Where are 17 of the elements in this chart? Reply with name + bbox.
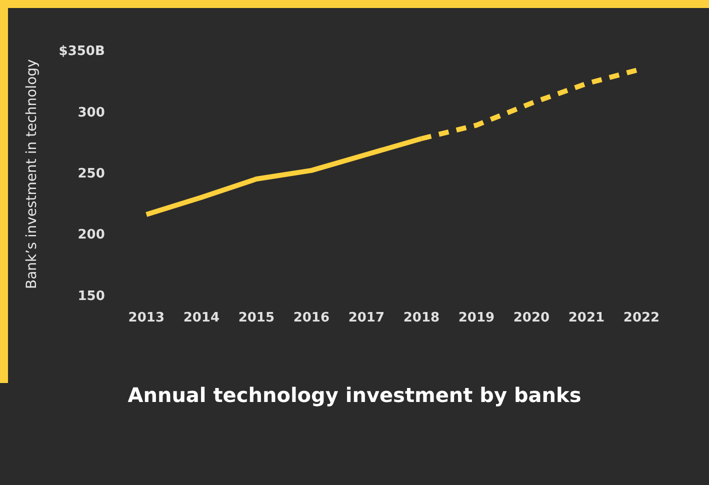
x-tick-label: 2022	[623, 310, 660, 326]
y-tick-label: 200	[78, 228, 105, 243]
y-axis-title: Bank’s investment in technology	[24, 59, 40, 290]
x-tick-label: 2013	[128, 310, 164, 326]
x-tick-label: 2017	[348, 310, 385, 326]
x-tick-label: 2019	[458, 310, 495, 326]
x-tick-label: 2018	[403, 310, 440, 326]
y-tick-label: 250	[78, 166, 105, 182]
x-tick-label: 2021	[568, 310, 605, 326]
y-tick-label: $350B	[58, 44, 105, 60]
x-tick-label: 2014	[183, 310, 220, 326]
y-tick-label: 150	[78, 288, 105, 304]
x-tick-label: 2015	[238, 310, 275, 326]
y-tick-label: 300	[78, 105, 105, 120]
x-tick-label: 2016	[293, 310, 330, 326]
text: Annual technology investment by banks	[126, 383, 582, 407]
x-tick-label: 2020	[513, 310, 550, 326]
